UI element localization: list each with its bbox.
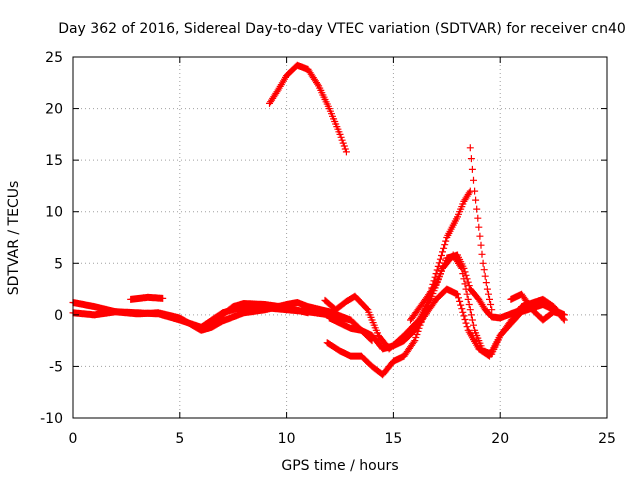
series-track-4 <box>208 300 312 329</box>
series-markers <box>323 187 474 379</box>
series-track-8 <box>325 285 568 360</box>
x-tick-label: 5 <box>175 431 184 447</box>
y-tick-label: 25 <box>45 50 63 66</box>
y-tick-label: 0 <box>54 308 63 324</box>
y-tick-label: -10 <box>40 411 63 427</box>
y-axis-label: SDTVAR / TECUs <box>6 181 22 296</box>
y-tick-label: 15 <box>45 153 63 169</box>
series-track-5 <box>266 61 350 156</box>
chart-title: Day 362 of 2016, Sidereal Day-to-day VTE… <box>58 21 626 37</box>
plot-frame <box>72 56 608 419</box>
x-tick-labels: 0 5 10 15 20 25 <box>69 431 616 447</box>
series-markers <box>407 251 526 324</box>
y-tick-label: 20 <box>45 102 63 118</box>
grid <box>73 57 607 418</box>
y-tick-labels: -10 -5 0 5 10 15 20 25 <box>40 50 63 427</box>
x-tick-label: 25 <box>598 431 616 447</box>
x-tick-label: 20 <box>491 431 509 447</box>
axis-ticks <box>72 56 608 419</box>
series-markers <box>325 285 568 360</box>
y-tick-label: 5 <box>54 256 63 272</box>
x-tick-label: 0 <box>69 431 78 447</box>
series-markers <box>127 293 167 303</box>
data-series <box>69 61 568 379</box>
series-markers <box>208 300 312 329</box>
series-track-10 <box>466 144 496 314</box>
series-track-11 <box>507 290 568 324</box>
series-markers <box>466 144 496 314</box>
x-tick-label: 15 <box>384 431 402 447</box>
series-track-3 <box>127 293 167 303</box>
y-tick-label: -5 <box>49 359 63 375</box>
y-tick-label: 10 <box>45 205 63 221</box>
x-axis-label: GPS time / hours <box>281 458 398 474</box>
series-track-6 <box>323 187 474 379</box>
series-markers <box>507 290 568 324</box>
x-tick-label: 10 <box>278 431 296 447</box>
series-markers <box>266 61 350 156</box>
series-track-9 <box>407 251 526 324</box>
